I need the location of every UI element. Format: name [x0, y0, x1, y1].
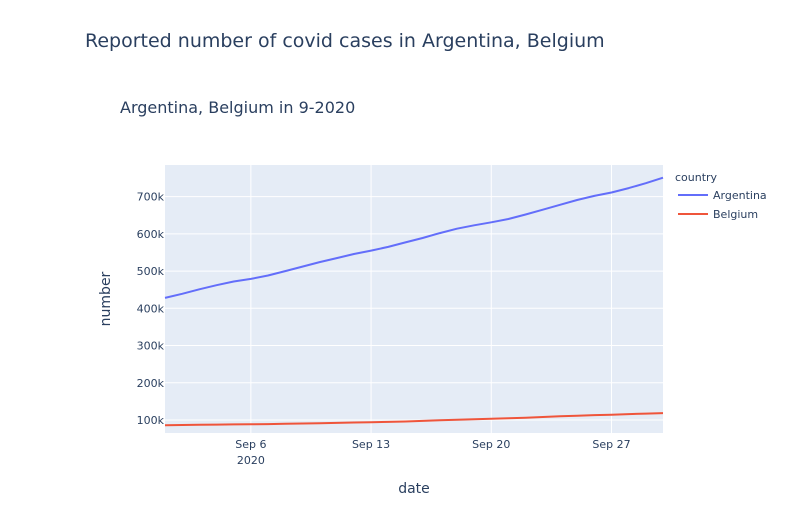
series-lines — [164, 176, 664, 427]
legend-label-belgium: Belgium — [713, 208, 758, 221]
y-tick-label: 500k — [137, 265, 165, 278]
series-line-argentina — [164, 176, 664, 299]
x-tick-label: Sep 13 — [352, 438, 390, 451]
y-tick-label: 600k — [137, 228, 165, 241]
plot-area-background — [165, 165, 663, 433]
grid-lines — [165, 165, 663, 433]
y-tick-label: 200k — [137, 377, 165, 390]
x-axis-title: date — [398, 481, 430, 497]
y-tick-label: 300k — [137, 340, 165, 353]
legend-label-argentina: Argentina — [713, 189, 767, 202]
legend: country Argentina Belgium — [675, 171, 767, 221]
x-axis-ticks: Sep 6 Sep 13 Sep 20 Sep 27 — [235, 438, 630, 451]
y-tick-label: 100k — [137, 414, 165, 427]
chart-title: Argentina, Belgium in 9-2020 — [120, 98, 356, 117]
x-tick-label: Sep 6 — [235, 438, 266, 451]
series-line-belgium — [164, 412, 664, 427]
y-tick-label: 400k — [137, 302, 165, 315]
y-tick-label: 700k — [137, 191, 165, 204]
page-title: Reported number of covid cases in Argent… — [85, 30, 605, 52]
x-axis-year-label: 2020 — [237, 454, 265, 467]
y-axis-title: number — [98, 271, 114, 326]
x-tick-label: Sep 27 — [592, 438, 630, 451]
x-tick-label: Sep 20 — [472, 438, 510, 451]
legend-title: country — [675, 171, 718, 184]
y-axis-ticks: 100k 200k 300k 400k 500k 600k 700k — [137, 191, 165, 427]
